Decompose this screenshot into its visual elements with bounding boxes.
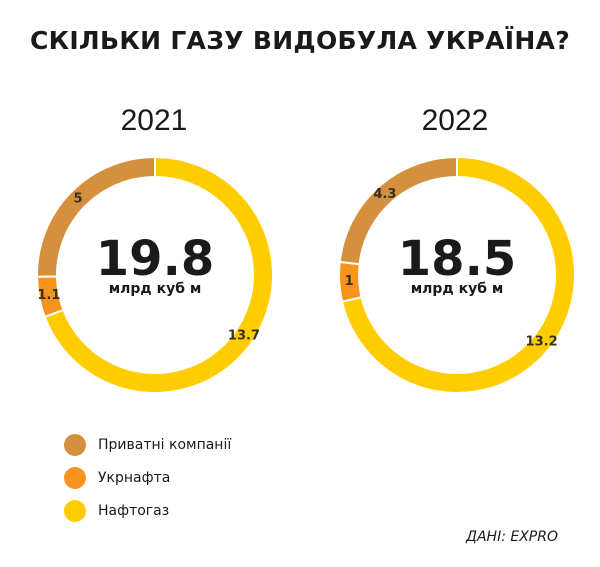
legend-label-private: Приватні компанії <box>98 436 232 453</box>
segment-label-private-2021: 5 <box>74 192 83 207</box>
total-value-2021: 19.8 <box>96 231 214 287</box>
year-label-2022: 2022 <box>421 104 489 137</box>
segment-label-naftogaz-2022: 13.2 <box>526 335 558 350</box>
legend-label-ukrnafta: Укрнафта <box>98 469 171 486</box>
segment-label-naftogaz-2021: 13.7 <box>228 329 260 344</box>
legend-item-ukrnafta: Укрнафта <box>64 461 231 494</box>
segment-label-ukrnafta-2022: 1 <box>345 274 354 289</box>
legend-item-private: Приватні компанії <box>64 428 231 461</box>
segment-label-private-2022: 4.3 <box>373 187 396 202</box>
legend-item-naftogaz: Нафтогаз <box>64 494 231 527</box>
segment-label-ukrnafta-2021: 1.1 <box>37 288 60 303</box>
legend-swatch-private <box>64 433 86 456</box>
total-value-2022: 18.5 <box>398 231 516 287</box>
chart-title: СКІЛЬКИ ГАЗУ ВИДОБУЛА УКРАЇНА? <box>29 26 571 55</box>
unit-label-2021: млрд куб м <box>109 281 202 297</box>
legend-swatch-naftogaz <box>64 499 86 522</box>
legend: Приватні компанії Укрнафта Нафтогаз <box>64 428 231 527</box>
unit-label-2022: млрд куб м <box>411 281 504 297</box>
donut-segment-naftogaz-2022 <box>340 155 576 394</box>
donut-segment-naftogaz-2021 <box>43 155 274 394</box>
source-note: ДАНІ: EXPRO <box>466 529 558 545</box>
legend-label-naftogaz: Нафтогаз <box>98 502 170 519</box>
legend-swatch-ukrnafta <box>64 466 86 489</box>
year-label-2021: 2021 <box>120 104 188 137</box>
